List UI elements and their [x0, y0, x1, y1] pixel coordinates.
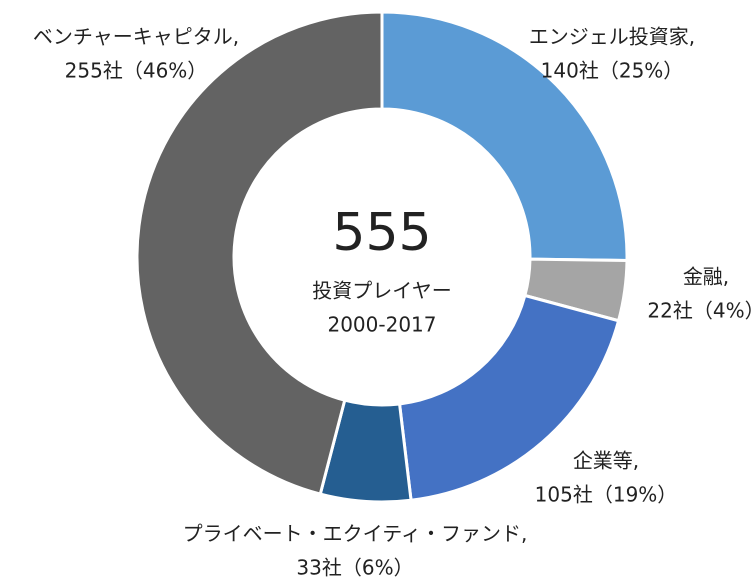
donut-segment	[380, 10, 629, 262]
center-label: 投資プレイヤー	[312, 279, 451, 303]
segment-label: プライベート・エクイティ・ファンド,	[183, 522, 528, 546]
center-value: 555	[332, 203, 431, 263]
segment-value-label: 255社（46%）	[65, 59, 208, 83]
segment-value-label: 22社（4%）	[647, 299, 753, 323]
segment-label: エンジェル投資家,	[529, 25, 695, 49]
donut-segment	[397, 293, 621, 502]
segment-value-label: 140社（25%）	[541, 59, 684, 83]
segment-value-label: 33社（6%）	[296, 556, 413, 580]
segment-label: 企業等,	[573, 449, 639, 473]
segment-label: ベンチャーキャピタル,	[33, 25, 239, 49]
segment-value-label: 105社（19%）	[535, 483, 678, 507]
segment-label: 金融,	[683, 265, 729, 289]
center-years: 2000-2017	[327, 313, 436, 337]
donut-segment	[135, 10, 384, 496]
